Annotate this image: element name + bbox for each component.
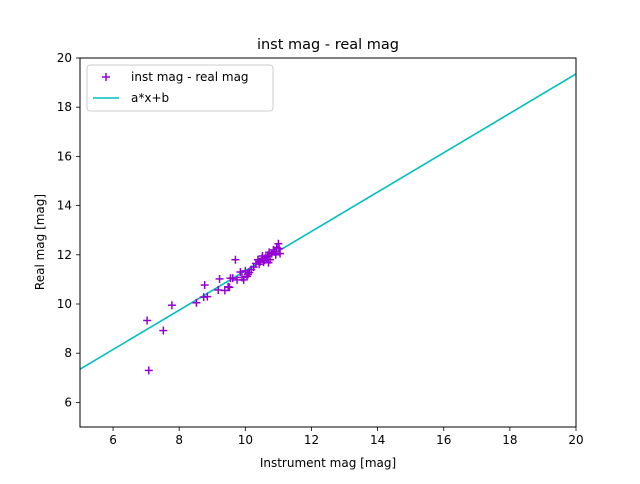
scatter-point	[203, 292, 212, 301]
plot-series	[80, 73, 576, 375]
y-tick-label: 20	[57, 51, 72, 65]
legend-label-scatter: inst mag - real mag	[131, 70, 249, 84]
scatter-point	[192, 298, 201, 307]
x-tick-label: 6	[109, 433, 117, 447]
x-tick-label: 8	[175, 433, 183, 447]
axes-frame	[79, 57, 577, 428]
scatter-point	[271, 250, 280, 259]
scatter-point	[159, 326, 168, 335]
x-tick-label: 20	[568, 433, 583, 447]
x-tick-label: 18	[502, 433, 517, 447]
x-tick-label: 14	[370, 433, 385, 447]
y-axis: 6 8 10 12 14 16 18 20	[57, 51, 80, 409]
y-tick-label: 6	[64, 395, 72, 409]
y-tick-label: 18	[57, 100, 72, 114]
y-tick-label: 12	[57, 248, 72, 262]
x-tick-label: 16	[436, 433, 451, 447]
y-tick-label: 10	[57, 297, 72, 311]
y-tick-label: 16	[57, 149, 72, 163]
scatter-point	[266, 255, 275, 264]
scatter-point	[167, 301, 176, 310]
scatter-point	[276, 249, 285, 258]
y-tick-label: 14	[57, 199, 72, 213]
scatter-point	[215, 274, 224, 283]
x-axis-label: Instrument mag [mag]	[260, 456, 396, 470]
scatter-point	[200, 281, 209, 290]
scatter-point	[275, 244, 284, 253]
scatter-point	[228, 274, 237, 283]
legend-box	[86, 64, 274, 112]
scatter-point	[231, 255, 240, 264]
legend-marker-scatter	[102, 73, 110, 81]
scatter-point	[225, 283, 234, 292]
x-axis: 6 8 10 12 14 16 18 20	[109, 427, 584, 447]
plot-area	[80, 73, 576, 375]
y-axis-label: Real mag [mag]	[33, 194, 47, 290]
x-tick-label: 10	[238, 433, 253, 447]
fit-line	[80, 73, 576, 370]
scatter-point	[236, 268, 245, 277]
y-tick-label: 8	[64, 346, 72, 360]
chart-title: inst mag - real mag	[257, 37, 399, 53]
x-tick-label: 12	[304, 433, 319, 447]
legend: inst mag - real mag a*x+b	[86, 64, 274, 112]
scatter-point	[143, 316, 152, 325]
legend-label-fit-line: a*x+b	[131, 91, 169, 105]
scatter-point	[144, 366, 153, 375]
